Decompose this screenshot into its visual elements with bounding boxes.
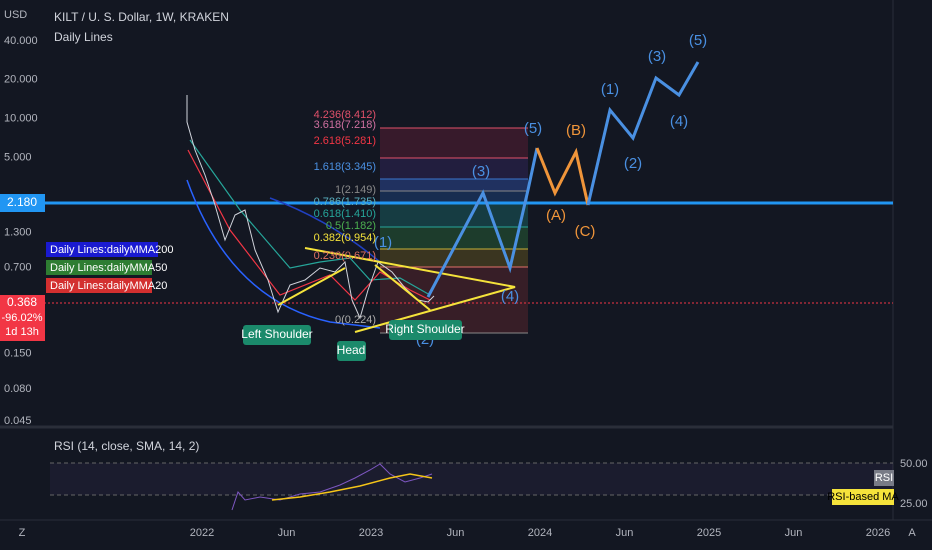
annotation-box (243, 325, 311, 345)
x-tick-label: 2023 (359, 527, 383, 539)
x-tick-label: Jun (785, 527, 803, 539)
rsi-badge-text: RSI (875, 472, 893, 484)
svg-text:4.236(8.412): 4.236(8.412) (314, 109, 376, 121)
y-tick-label: 5.000 (4, 151, 32, 163)
mma20 (187, 149, 431, 301)
wave-path (535, 147, 590, 206)
svg-text:(3): (3) (648, 48, 666, 65)
x-tick-label: Jun (616, 527, 634, 539)
wave-path (426, 147, 539, 298)
svg-text:0.618(1.410): 0.618(1.410) (314, 208, 376, 220)
annotation: Right Shoulder (385, 322, 464, 336)
svg-text:(5): (5) (524, 120, 542, 137)
svg-text:1.618(3.345): 1.618(3.345) (314, 161, 376, 173)
rsi-band (50, 463, 893, 495)
svg-text:(4): (4) (501, 288, 519, 305)
y-tick-label: 20.000 (4, 74, 38, 86)
legend-badge (46, 260, 152, 275)
rsi-axis-label: 25.00 (900, 498, 928, 510)
rsi-line (231, 463, 433, 511)
pattern-lines (277, 247, 516, 333)
x-tick-label: 2022 (190, 527, 214, 539)
y-tick-label: 0.700 (4, 261, 32, 273)
x-tick-label: 2024 (528, 527, 552, 539)
rsi-title: RSI (14, close, SMA, 14, 2) (54, 439, 199, 453)
indicator: Daily Lines (54, 30, 113, 44)
annotation: Left Shoulder (241, 327, 312, 341)
annotation: Head (337, 343, 366, 357)
x-tick-label: Jun (278, 527, 296, 539)
fib-labels: 4.236(8.412) 3.618(7.218) 2.618(5.281) 1… (314, 109, 376, 326)
legend-label: Daily Lines:dailyMMA50 (50, 262, 167, 274)
level-badge-text: 2.180 (7, 195, 37, 209)
price: 0.368 (7, 295, 37, 309)
y-tick-label: 0.045 (4, 415, 32, 427)
svg-text:(A): (A) (546, 207, 566, 224)
rsi-badge (874, 470, 894, 486)
rsi-axis-label: 50.00 (900, 458, 928, 470)
y-tick-label: 40.000 (4, 35, 38, 47)
price-path (186, 95, 435, 320)
svg-text:(B): (B) (566, 122, 586, 139)
svg-text:(1): (1) (601, 81, 619, 98)
svg-text:0(0.224): 0(0.224) (335, 314, 376, 326)
svg-text:(1): (1) (374, 234, 392, 251)
svg-text:0.236(0.671): 0.236(0.671) (314, 250, 376, 262)
countdown: 1d 13h (5, 326, 39, 338)
title: KILT / U. S. Dollar, 1W, KRAKEN (54, 10, 229, 24)
x-tick-label: 2026 (866, 527, 890, 539)
svg-text:(3): (3) (472, 163, 490, 180)
annotation-box (337, 341, 366, 361)
corner-icon[interactable]: Z (19, 527, 26, 539)
corner-icon[interactable]: A (908, 527, 916, 539)
x-tick-label: Jun (447, 527, 465, 539)
y-tick-label: 0.080 (4, 383, 32, 395)
svg-text:2.618(5.281): 2.618(5.281) (314, 135, 376, 147)
rsi-ma (271, 473, 433, 501)
svg-text:(5): (5) (689, 32, 707, 49)
svg-text:0.382(0.954): 0.382(0.954) (314, 232, 376, 244)
svg-text:(C): (C) (575, 223, 596, 240)
y-tick-label: 1.300 (4, 227, 32, 239)
mma200 (186, 179, 381, 329)
legend-badge (46, 242, 158, 257)
level-badge (0, 194, 45, 212)
svg-text:1(2.149): 1(2.149) (335, 184, 376, 196)
y-tick-label: 10.000 (4, 113, 38, 125)
mma200-daily (269, 197, 381, 263)
price-badge (0, 295, 45, 341)
legend-badge (46, 278, 152, 293)
legend-label: Daily Lines:dailyMMA20 (50, 280, 167, 292)
wave-labels: (1)(2) (3)(4) (5)(A) (B)(C) (1)(2) (3)(4… (374, 32, 707, 348)
legend-label: Daily Lines:dailyMMA200 (50, 244, 174, 256)
annotation-box (389, 320, 462, 340)
currency: USD (4, 9, 27, 21)
svg-text:0.786(1.735): 0.786(1.735) (314, 196, 376, 208)
svg-text:0.5(1.182): 0.5(1.182) (326, 220, 376, 232)
x-tick-label: 2025 (697, 527, 721, 539)
y-tick-label: 0.150 (4, 348, 32, 360)
rsi-ma-badge-text: RSI-based MA (827, 491, 899, 503)
change: -96.02% (2, 312, 43, 324)
wave-path (586, 61, 700, 206)
rsi-ma-badge (832, 489, 894, 505)
svg-text:3.618(7.218): 3.618(7.218) (314, 119, 376, 131)
svg-text:(2): (2) (624, 155, 642, 172)
mma50 (189, 139, 431, 296)
svg-text:(4): (4) (670, 113, 688, 130)
